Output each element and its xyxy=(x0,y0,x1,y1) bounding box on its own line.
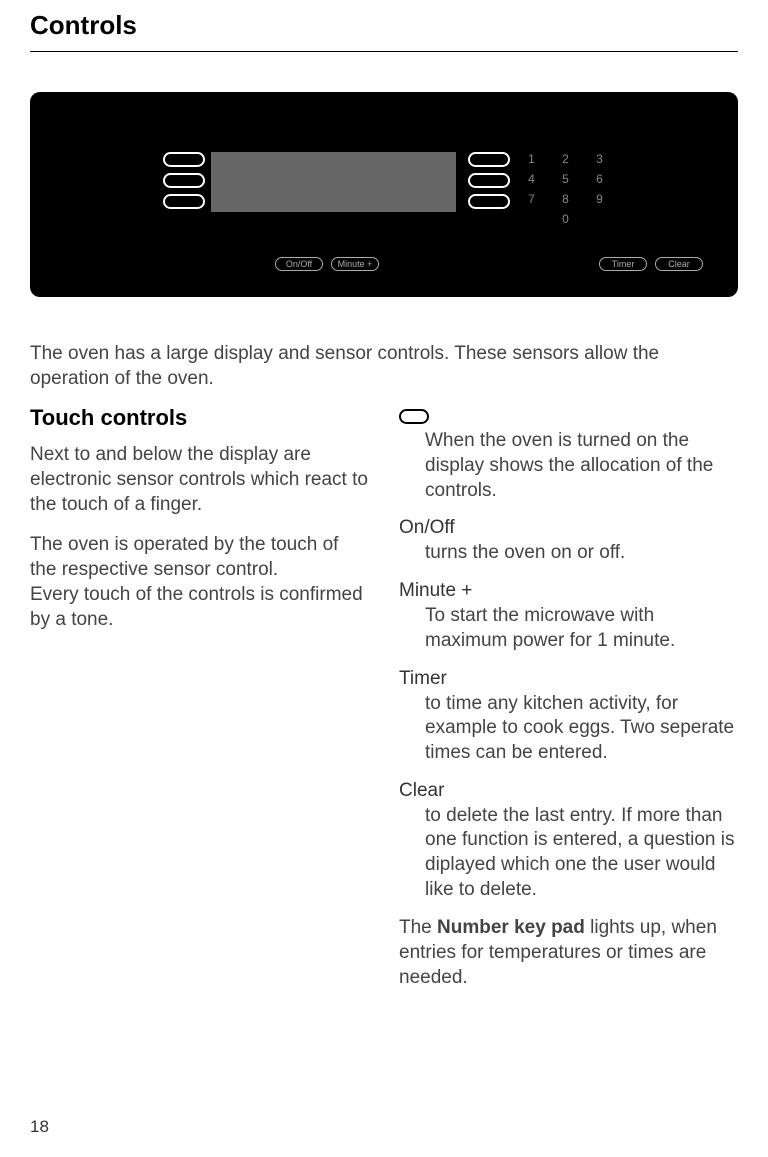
definition-desc: to time any kitchen activity, for exampl… xyxy=(399,692,738,766)
keypad-key: 6 xyxy=(594,172,606,186)
page-number: 18 xyxy=(30,1117,49,1137)
sensor-button-icon xyxy=(468,173,510,188)
definition-desc: to delete the last entry. If more than o… xyxy=(399,804,738,903)
final-paragraph: The Number key pad lights up, when entri… xyxy=(399,916,738,990)
definition-term: Minute + xyxy=(399,580,738,602)
keypad-key: 8 xyxy=(560,192,572,206)
left-para-1: Next to and below the display are electr… xyxy=(30,443,369,517)
keypad-key: 0 xyxy=(560,212,572,226)
definition-desc: When the oven is turned on the display s… xyxy=(399,429,738,503)
panel-label-row: On/Off Minute + Timer Clear xyxy=(30,257,738,271)
keypad-key: 9 xyxy=(594,192,606,206)
minuteplus-label: Minute + xyxy=(331,257,379,271)
keypad-key: 3 xyxy=(594,152,606,166)
keypad-key: 5 xyxy=(560,172,572,186)
touch-controls-heading: Touch controls xyxy=(30,405,369,431)
keypad-key: 2 xyxy=(560,152,572,166)
sensor-button-icon xyxy=(163,194,205,209)
keypad-key: 4 xyxy=(526,172,538,186)
left-para-2: The oven is operated by the touch of the… xyxy=(30,533,369,632)
final-bold: Number key pad xyxy=(437,917,585,938)
sensor-button-icon xyxy=(468,152,510,167)
definition-term: Clear xyxy=(399,780,738,802)
definition-block: Minute + To start the microwave with max… xyxy=(399,580,738,653)
clear-label: Clear xyxy=(655,257,703,271)
definition-term: Timer xyxy=(399,668,738,690)
definition-desc: turns the oven on or off. xyxy=(399,541,738,566)
keypad-key: 7 xyxy=(526,192,538,206)
keypad-key: 1 xyxy=(526,152,538,166)
final-prefix: The xyxy=(399,917,437,938)
number-keypad: 1 2 3 4 5 6 7 8 9 0 xyxy=(526,152,606,226)
definition-block: Timer to time any kitchen activity, for … xyxy=(399,668,738,766)
left-button-column xyxy=(163,152,205,209)
definition-block: Clear to delete the last entry. If more … xyxy=(399,780,738,903)
control-panel-diagram: 1 2 3 4 5 6 7 8 9 0 On/Off Minute + Time… xyxy=(30,92,738,297)
sensor-button-icon xyxy=(468,194,510,209)
definition-term: On/Off xyxy=(399,517,738,539)
intro-paragraph: The oven has a large display and sensor … xyxy=(30,342,738,391)
page-title: Controls xyxy=(30,10,738,52)
definition-block: When the oven is turned on the display s… xyxy=(399,405,738,503)
pill-icon xyxy=(399,405,738,427)
onoff-label: On/Off xyxy=(275,257,323,271)
display-area xyxy=(211,152,456,212)
sensor-pill-icon xyxy=(399,409,429,424)
definition-block: On/Off turns the oven on or off. xyxy=(399,517,738,566)
definition-desc: To start the microwave with maximum powe… xyxy=(399,604,738,653)
timer-label: Timer xyxy=(599,257,647,271)
right-button-column xyxy=(468,152,510,209)
sensor-button-icon xyxy=(163,152,205,167)
sensor-button-icon xyxy=(163,173,205,188)
